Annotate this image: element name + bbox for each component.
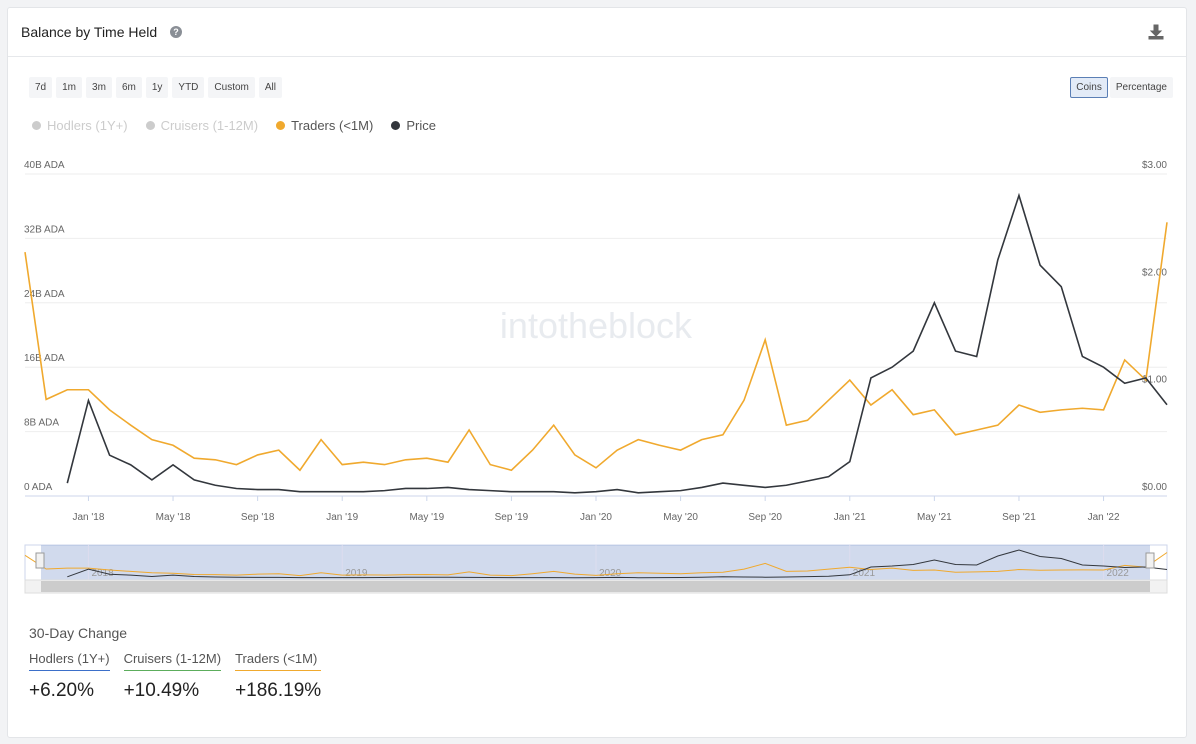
unit-button[interactable]: Percentage <box>1109 77 1173 98</box>
legend-dot <box>32 121 41 130</box>
range-button[interactable]: 6m <box>115 77 142 98</box>
navigator-label: 2022 <box>1107 568 1130 579</box>
range-button[interactable]: 1m <box>56 77 83 98</box>
handle-left <box>35 552 45 569</box>
change-item: Traders (<1M) +186.19% <box>235 651 322 702</box>
navigator-label: 2020 <box>599 568 622 579</box>
range-buttons: 7d 1m 3m 6m 1y YTD Custom All <box>29 77 282 98</box>
change-item: Hodlers (1Y+) +6.20% <box>29 651 110 702</box>
watermark: intotheblock <box>500 305 693 346</box>
change-label: Traders (<1M) <box>235 651 322 671</box>
legend-item[interactable]: Hodlers (1Y+) <box>32 118 128 133</box>
card: Balance by Time Held ? 7d 1m 3m 6m 1y YTD Cust… <box>7 7 1187 738</box>
series-line <box>66 192 1168 494</box>
scrollbar-thumb <box>41 581 1150 592</box>
change-title: 30-Day Change <box>29 625 128 641</box>
legend-label: Traders (<1M) <box>291 118 374 133</box>
legend: Hodlers (1Y+) Cruisers (1-12M) Traders (<1… <box>32 118 436 133</box>
y-tick-label: 32B ADA <box>24 224 65 235</box>
x-tick-label: Jan '19 <box>326 512 358 523</box>
legend-dot <box>391 121 401 130</box>
navigator-label: 2019 <box>345 568 368 579</box>
y-tick-label: 24B ADA <box>24 289 65 300</box>
x-tick-label: Sep '19 <box>495 512 529 523</box>
navigator-label: 2018 <box>91 568 114 579</box>
legend-item[interactable]: Price <box>391 118 436 133</box>
change-items: Hodlers (1Y+) +6.20% Cruisers (1-12M) +10.4… <box>29 651 322 702</box>
change-value: +10.49% <box>123 680 200 701</box>
y2-tick-label: $1.00 <box>1142 375 1167 386</box>
legend-label: Price <box>406 118 436 133</box>
legend-dot <box>276 121 286 130</box>
y2-tick-label: $0.00 <box>1142 482 1167 493</box>
y-tick-label: 8B ADA <box>24 418 59 429</box>
x-tick-label: Sep '21 <box>1002 512 1036 523</box>
legend-item[interactable]: Traders (<1M) <box>276 118 373 133</box>
x-tick-label: Jan '21 <box>834 512 866 523</box>
x-tick-label: Jan '22 <box>1088 512 1120 523</box>
download-icon[interactable] <box>1148 24 1164 40</box>
y-tick-label: 16B ADA <box>24 353 65 364</box>
x-tick-label: Sep '20 <box>748 512 782 523</box>
x-tick-label: May '21 <box>917 512 952 523</box>
legend-item[interactable]: Cruisers (1-12M) <box>145 118 259 133</box>
chart: intotheblock 0 ADA 8B ADA 16B ADA 24B ADA 32… <box>24 160 1168 594</box>
legend-label: Cruisers (1-12M) <box>160 118 259 133</box>
change-value: +6.20% <box>29 680 94 701</box>
card-header: Balance by Time Held ? <box>8 8 1186 57</box>
range-button[interactable]: 3m <box>86 77 112 98</box>
change-section: 30-Day Change Hodlers (1Y+) +6.20% Cruiser… <box>29 625 322 702</box>
handle-right <box>1145 552 1155 569</box>
change-value: +186.19% <box>235 680 322 701</box>
y2-tick-label: $3.00 <box>1142 160 1167 171</box>
x-tick-label: May '20 <box>663 512 698 523</box>
change-label: Hodlers (1Y+) <box>29 651 110 671</box>
y2-tick-label: $2.00 <box>1142 267 1167 278</box>
navigator-line <box>67 549 1168 579</box>
navigator-line <box>24 552 1168 577</box>
card-title: Balance by Time Held <box>21 24 158 40</box>
x-tick-label: Sep '18 <box>241 512 275 523</box>
range-button[interactable]: Custom <box>208 77 255 98</box>
x-tick-label: Jan '18 <box>72 512 104 523</box>
unit-buttons: Coins Percentage <box>1070 77 1173 98</box>
unit-button[interactable]: Coins <box>1070 77 1108 98</box>
y-tick-label: 40B ADA <box>24 160 65 171</box>
range-button[interactable]: All <box>258 77 282 98</box>
range-button[interactable]: YTD <box>172 77 205 98</box>
help-icon[interactable]: ? <box>170 26 182 38</box>
legend-dot <box>145 121 155 130</box>
series-line <box>24 222 1168 472</box>
change-label: Cruisers (1-12M) <box>123 651 222 671</box>
range-button[interactable]: 7d <box>29 77 53 98</box>
change-item: Cruisers (1-12M) +10.49% <box>123 651 222 702</box>
x-tick-label: Jan '20 <box>580 512 612 523</box>
navigator-label: 2021 <box>853 568 876 579</box>
x-tick-label: May '19 <box>409 512 444 523</box>
y-tick-label: 0 ADA <box>24 482 53 493</box>
legend-label: Hodlers (1Y+) <box>47 118 128 133</box>
x-tick-label: May '18 <box>156 512 191 523</box>
range-button[interactable]: 1y <box>145 77 169 98</box>
